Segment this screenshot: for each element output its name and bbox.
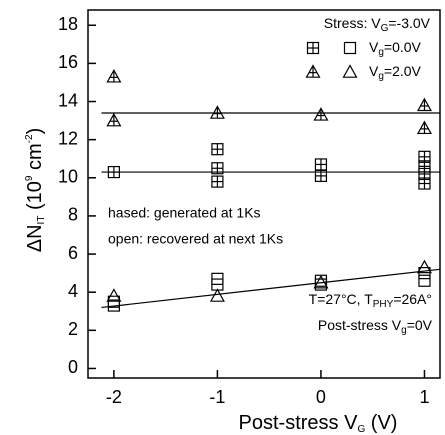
marker	[211, 162, 224, 175]
marker-shape	[418, 274, 431, 287]
marker	[416, 97, 432, 112]
y-tick-label: 6	[68, 243, 78, 263]
marker	[107, 165, 120, 179]
marker	[313, 107, 329, 121]
plot-frame	[87, 9, 441, 379]
marker	[418, 177, 431, 190]
marker	[314, 169, 328, 182]
marker	[106, 112, 122, 127]
y-tick-label: 14	[58, 90, 78, 110]
marker-shape	[209, 288, 225, 302]
y-axis-label: ΔNIT (109 cm-2)	[24, 128, 47, 253]
marker-shape	[342, 64, 358, 78]
legend-title: Stress: VG=-3.0V	[324, 15, 431, 34]
x-tick-label: -2	[106, 387, 122, 407]
marker	[343, 41, 357, 55]
marker	[416, 120, 432, 135]
marker-shape	[106, 288, 122, 302]
y-tick-label: 2	[68, 319, 78, 339]
x-tick-label: -1	[209, 387, 225, 407]
x-axis-label: Post-stress VG (V)	[239, 412, 398, 434]
marker	[209, 105, 225, 119]
y-tick-label: 0	[68, 357, 78, 377]
marker	[418, 274, 431, 287]
marker	[306, 41, 320, 55]
y-tick-label: 16	[58, 52, 78, 72]
marker	[211, 143, 224, 156]
annotation: hased: generated at 1Ks	[108, 205, 261, 221]
y-tick-label: 10	[58, 167, 78, 187]
annotation: open: recovered at next 1Ks	[108, 231, 283, 247]
marker	[106, 288, 122, 302]
y-tick-label: 4	[68, 281, 78, 301]
annotation: Post-stress Vg=0V	[318, 317, 433, 336]
marker	[209, 288, 225, 302]
y-tick-label: 18	[58, 14, 78, 34]
marker	[305, 64, 321, 78]
x-tick-label: 1	[419, 387, 429, 407]
marker-shape	[343, 41, 357, 55]
legend-entry: Vg=0.0V	[369, 39, 422, 58]
y-tick-label: 8	[68, 205, 78, 225]
marker-shape	[314, 278, 328, 291]
marker	[342, 64, 358, 78]
marker	[314, 278, 328, 291]
fit-line	[101, 268, 441, 309]
annotation: T=27°C, TPHY=26A°	[309, 291, 432, 310]
marker	[106, 69, 122, 83]
marker	[211, 175, 224, 188]
marker	[416, 259, 432, 274]
x-tick-label: 0	[316, 387, 326, 407]
marker	[313, 274, 329, 289]
y-tick-label: 12	[58, 128, 78, 148]
marker	[314, 158, 328, 171]
marker-shape	[416, 259, 432, 274]
marker-shape	[313, 274, 329, 289]
legend-entry: Vg=2.0V	[369, 63, 422, 82]
